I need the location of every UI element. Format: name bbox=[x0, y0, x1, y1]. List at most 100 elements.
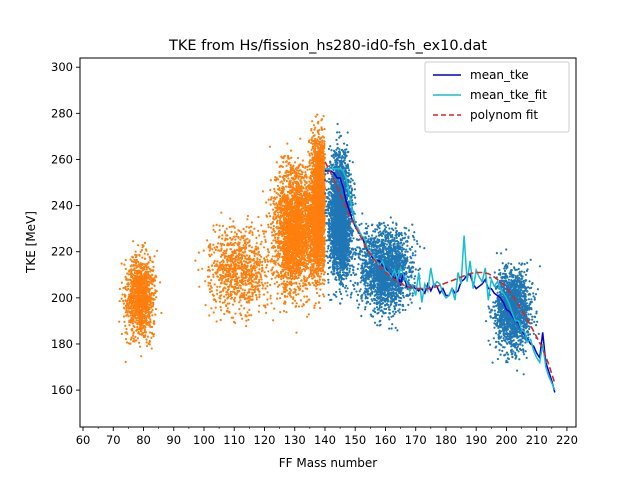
scatter-point bbox=[283, 178, 286, 181]
scatter-point bbox=[229, 283, 232, 286]
scatter-point bbox=[134, 321, 137, 324]
scatter-point bbox=[290, 260, 294, 263]
scatter-point bbox=[275, 215, 278, 218]
scatter-point bbox=[279, 181, 282, 184]
scatter-point bbox=[143, 299, 146, 302]
scatter-point bbox=[148, 303, 151, 306]
scatter-point bbox=[223, 243, 226, 247]
scatter-point bbox=[260, 278, 263, 281]
scatter-point bbox=[270, 268, 273, 271]
scatter-point bbox=[258, 280, 261, 284]
scatter-point bbox=[218, 229, 221, 232]
scatter-point bbox=[250, 225, 253, 228]
scatter-point bbox=[286, 154, 290, 157]
scatter-point bbox=[255, 281, 258, 284]
scatter-point bbox=[261, 264, 264, 267]
scatter-point bbox=[138, 289, 141, 292]
scatter-point bbox=[150, 293, 153, 296]
scatter-point bbox=[140, 249, 143, 252]
scatter-point bbox=[261, 260, 264, 263]
scatter-point bbox=[146, 302, 149, 306]
scatter-point bbox=[122, 315, 126, 318]
scatter-point bbox=[278, 284, 281, 287]
scatter-point bbox=[271, 255, 274, 258]
scatter-point bbox=[304, 193, 308, 196]
scatter-point bbox=[243, 307, 246, 310]
scatter-point bbox=[127, 273, 130, 276]
scatter-point bbox=[229, 236, 232, 240]
scatter-point bbox=[252, 265, 255, 268]
scatter-point bbox=[208, 249, 211, 252]
scatter-point bbox=[299, 187, 302, 190]
scatter-point bbox=[267, 226, 270, 229]
scatter-point bbox=[267, 250, 270, 253]
scatter-point bbox=[297, 276, 300, 279]
scatter-point bbox=[289, 169, 292, 173]
scatter-point bbox=[137, 260, 140, 264]
scatter-point bbox=[214, 230, 217, 233]
scatter-point bbox=[124, 259, 127, 262]
scatter-point bbox=[230, 296, 233, 299]
scatter-point bbox=[194, 259, 197, 262]
scatter-point bbox=[135, 258, 138, 262]
scatter-point bbox=[149, 256, 152, 260]
scatter-point bbox=[228, 265, 231, 268]
scatter-point bbox=[273, 196, 276, 199]
scatter-point bbox=[306, 256, 309, 259]
scatter-point bbox=[233, 269, 236, 272]
scatter-point bbox=[230, 225, 233, 228]
scatter-point bbox=[148, 292, 151, 296]
scatter-point bbox=[269, 203, 272, 206]
scatter-point bbox=[296, 236, 299, 239]
scatter-point bbox=[223, 295, 226, 298]
scatter-point bbox=[290, 216, 293, 219]
scatter-point bbox=[278, 171, 281, 174]
scatter-point bbox=[283, 268, 286, 271]
scatter-point bbox=[129, 314, 132, 317]
scatter-point bbox=[274, 249, 277, 252]
scatter-point bbox=[283, 154, 286, 157]
scatter-point bbox=[255, 242, 258, 245]
scatter-point bbox=[152, 303, 155, 306]
scatter-point bbox=[226, 307, 229, 310]
scatter-point bbox=[263, 271, 266, 274]
scatter-point bbox=[222, 251, 225, 254]
scatter-point bbox=[266, 281, 269, 284]
scatter-point bbox=[272, 229, 276, 232]
scatter-point bbox=[273, 307, 276, 310]
scatter-point bbox=[266, 285, 269, 288]
scatter-point bbox=[224, 275, 227, 278]
scatter-point bbox=[301, 213, 304, 216]
scatter-point bbox=[151, 283, 154, 286]
scatter-point bbox=[144, 285, 147, 288]
scatter-point bbox=[300, 223, 303, 226]
scatter-point bbox=[129, 285, 132, 288]
scatter-point bbox=[270, 231, 274, 234]
scatter-point bbox=[314, 115, 317, 118]
scatter-point bbox=[224, 299, 227, 302]
scatter-point bbox=[294, 233, 297, 236]
scatter-point bbox=[207, 265, 210, 269]
scatter-point bbox=[230, 243, 233, 246]
scatter-point bbox=[129, 279, 132, 282]
scatter-point bbox=[302, 187, 305, 190]
scatter-point bbox=[273, 190, 276, 193]
scatter-point bbox=[258, 258, 261, 261]
scatter-point bbox=[297, 293, 300, 296]
scatter-point bbox=[304, 165, 307, 168]
scatter-point bbox=[243, 279, 247, 282]
scatter-point bbox=[298, 163, 301, 167]
scatter-point bbox=[239, 280, 242, 283]
scatter-point bbox=[235, 277, 238, 280]
scatter-point bbox=[154, 313, 157, 316]
scatter-point bbox=[139, 264, 142, 267]
scatter-point bbox=[254, 245, 257, 248]
scatter-point bbox=[151, 309, 154, 312]
scatter-point bbox=[285, 170, 288, 173]
scatter-point bbox=[272, 319, 275, 322]
scatter-point bbox=[248, 295, 251, 298]
scatter-point bbox=[124, 324, 127, 327]
scatter-point bbox=[276, 184, 279, 187]
scatter-point bbox=[300, 249, 303, 252]
